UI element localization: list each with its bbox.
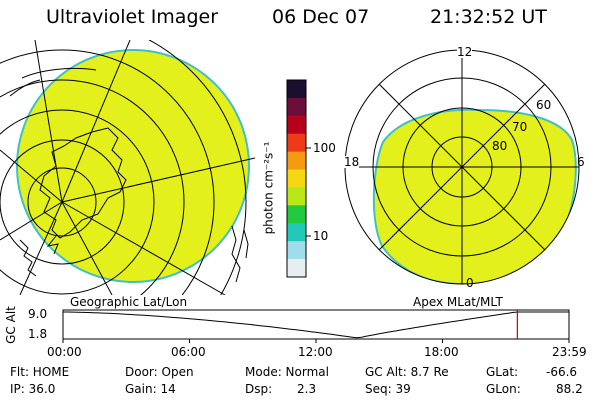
mlt-label-6: 6 <box>577 155 585 169</box>
altitude-curve <box>63 311 569 339</box>
mlt-label-18: 18 <box>344 155 360 169</box>
mlt-label-0: 0 <box>466 276 474 290</box>
colorbar-band <box>287 133 306 153</box>
colorbar <box>286 79 311 278</box>
info-mode: Mode: Normal <box>245 365 329 379</box>
mlt-label-12: 12 <box>457 45 473 59</box>
timeline-tick-1: 06:00 <box>171 345 206 359</box>
left-map-caption: Geographic Lat/Lon <box>70 295 188 309</box>
timeline-tick-3: 18:00 <box>424 345 459 359</box>
meridian-lines <box>0 40 256 295</box>
timeline-tick-4: 23:59 <box>552 345 587 359</box>
timeline-y-bottom: 1.8 <box>28 327 48 341</box>
info-dsp-value: 2.3 <box>297 382 317 396</box>
emission-disk-left <box>16 49 250 283</box>
right-map-caption: Apex MLat/MLT <box>413 295 503 309</box>
colorbar-tick-100: 100 <box>313 141 336 155</box>
timeline-tick-2: 12:00 <box>298 345 333 359</box>
timeline-axis-label: GC Alt <box>3 306 18 344</box>
time-label: 21:32:52 UT <box>430 6 547 28</box>
info-seq: Seq: 39 <box>365 382 411 396</box>
colorbar-band <box>287 169 306 188</box>
info-glon-label: GLon: <box>486 382 521 396</box>
antarctica-coastline <box>39 127 127 239</box>
mlat-label-70: 70 <box>512 120 528 134</box>
info-flt: Flt: HOME <box>10 365 70 379</box>
info-glat-value: -66.6 <box>546 365 578 379</box>
colorbar-band <box>287 115 306 135</box>
info-gc-alt: GC Alt: 8.7 Re <box>365 365 449 379</box>
info-glat-label: GLat: <box>486 365 519 379</box>
mlat-label-80: 80 <box>492 139 508 153</box>
colorbar-band <box>287 259 306 278</box>
colorbar-tick-10: 10 <box>313 229 329 243</box>
altitude-timeline <box>62 309 570 343</box>
colorbar-band <box>287 223 306 242</box>
colorbar-band <box>287 205 306 224</box>
timeline-y-top: 9.0 <box>28 307 48 321</box>
instrument-title: Ultraviolet Imager <box>46 6 219 28</box>
info-gain: Gain: 14 <box>125 382 176 396</box>
colorbar-band <box>287 241 306 260</box>
colorbar-band <box>287 97 306 117</box>
info-dsp-label: Dsp: <box>245 382 273 396</box>
colorbar-band <box>287 151 306 171</box>
polar-mlt-plot <box>344 49 580 285</box>
info-door: Door: Open <box>125 365 194 379</box>
timeline-tick-0: 00:00 <box>47 345 82 359</box>
geographic-map <box>0 40 256 295</box>
colorbar-unit-label: photon cm⁻²s⁻¹ <box>261 141 276 235</box>
info-glon-value: 88.2 <box>556 382 583 396</box>
info-ip: IP: 36.0 <box>10 382 56 396</box>
date-label: 06 Dec 07 <box>272 6 370 28</box>
colorbar-band <box>287 80 306 99</box>
mlat-label-60: 60 <box>536 98 552 112</box>
colorbar-band <box>287 187 306 206</box>
latitude-circles <box>0 40 247 295</box>
